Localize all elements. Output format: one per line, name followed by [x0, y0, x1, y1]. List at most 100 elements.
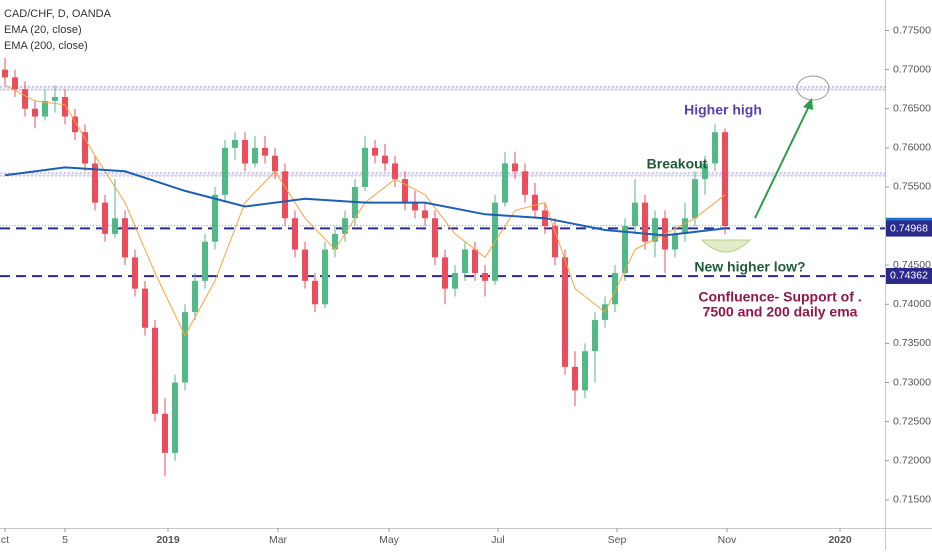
candle-body [32, 108, 38, 117]
candle-body [582, 351, 588, 391]
candle-body [312, 280, 318, 305]
candle-body [192, 280, 198, 313]
candle-body [62, 96, 68, 117]
x-tick-label: Nov [718, 534, 737, 546]
candle-body [22, 89, 28, 109]
price-label: 0.74362 [890, 270, 928, 282]
annotation: Confluence- Support of . [698, 289, 861, 305]
price-label-box [886, 220, 932, 237]
candle-body [122, 218, 128, 258]
candle-body [632, 202, 638, 227]
candle-body [332, 233, 338, 250]
candle-body [72, 116, 78, 133]
candle-body [642, 202, 648, 242]
x-tick-label: Mar [269, 534, 288, 546]
candle-body [182, 312, 188, 383]
y-tick-label: 0.73000 [893, 376, 931, 388]
candle-body [592, 319, 598, 352]
y-tick-label: 0.74500 [893, 259, 931, 271]
candle-body [252, 147, 258, 164]
candle-body [392, 163, 398, 180]
candle-body [462, 249, 468, 273]
candle-body [522, 171, 528, 195]
candle-body [382, 155, 388, 164]
annotation: Higher high [684, 102, 762, 118]
x-tick-label: Sep [608, 534, 627, 546]
candle-body [202, 241, 208, 281]
candle-body [512, 163, 518, 172]
candle-body [42, 100, 48, 117]
higher-low-arc [700, 239, 752, 253]
candle-body [572, 366, 578, 391]
y-tick-label: 0.74000 [893, 298, 931, 310]
candle-body [142, 288, 148, 328]
candle-body [712, 132, 718, 164]
x-tick-label: 2020 [828, 534, 852, 546]
candle-body [562, 257, 568, 367]
x-tick-label: Jul [491, 534, 504, 546]
y-tick-label: 0.76500 [893, 103, 931, 115]
candle-body [422, 210, 428, 219]
arrow-line [754, 103, 811, 219]
y-tick-label: 0.73500 [893, 337, 931, 349]
candle-body [232, 140, 238, 148]
candle-body [222, 147, 228, 195]
candle-body [2, 69, 8, 78]
y-tick-label: 0.77000 [893, 63, 931, 75]
candle-body [322, 249, 328, 305]
y-tick-label: 0.76000 [893, 142, 931, 154]
annotation: 7500 and 200 daily ema [703, 304, 858, 320]
candle-body [92, 163, 98, 203]
arrow-head [803, 98, 813, 110]
candle-body [622, 226, 628, 273]
candle-body [152, 327, 158, 414]
candle-body [472, 249, 478, 273]
candle-body [12, 77, 18, 90]
candle-body [502, 163, 508, 203]
candle-body [302, 249, 308, 281]
candle-body [612, 272, 618, 305]
candle-body [272, 155, 278, 172]
resistance-band [0, 172, 886, 177]
legend-entry: EMA (200, close) [4, 40, 88, 52]
y-tick-label: 0.72000 [893, 455, 931, 467]
candle-body [702, 163, 708, 180]
y-tick-label: 0.72500 [893, 415, 931, 427]
candle-body [172, 382, 178, 453]
x-tick-label: May [379, 534, 400, 546]
price-label: 0.74968 [890, 222, 928, 234]
candle-body [212, 194, 218, 242]
y-tick-label: 0.75500 [893, 181, 931, 193]
price-label-box [886, 267, 932, 284]
candle-body [432, 218, 438, 258]
candle-body [722, 132, 728, 227]
candle-body [242, 140, 248, 164]
resistance-band [0, 86, 886, 91]
x-tick-label: 2019 [156, 534, 180, 546]
candle-body [362, 147, 368, 187]
candle-body [292, 218, 298, 250]
y-tick-label: 0.77500 [893, 24, 931, 36]
candle-body [652, 218, 658, 242]
candle-body [532, 194, 538, 211]
candle-body [132, 257, 138, 289]
candle-body [162, 413, 168, 453]
candle-body [552, 226, 558, 258]
legend-entry: EMA (20, close) [4, 24, 82, 36]
candle-body [452, 272, 458, 289]
x-tick-label: ct [1, 534, 9, 546]
x-tick-label: 5 [62, 534, 68, 546]
candle-body [412, 202, 418, 211]
y-tick-label: 0.71500 [893, 494, 931, 506]
candle-body [82, 132, 88, 164]
candle-body [282, 171, 288, 219]
annotation: Breakout [647, 156, 708, 172]
chart-title: CAD/CHF, D, OANDA [4, 8, 112, 20]
candle-body [102, 202, 108, 234]
candle-body [442, 257, 448, 289]
candle-body [52, 96, 58, 101]
candle-body [672, 233, 678, 250]
candle-body [482, 272, 488, 281]
